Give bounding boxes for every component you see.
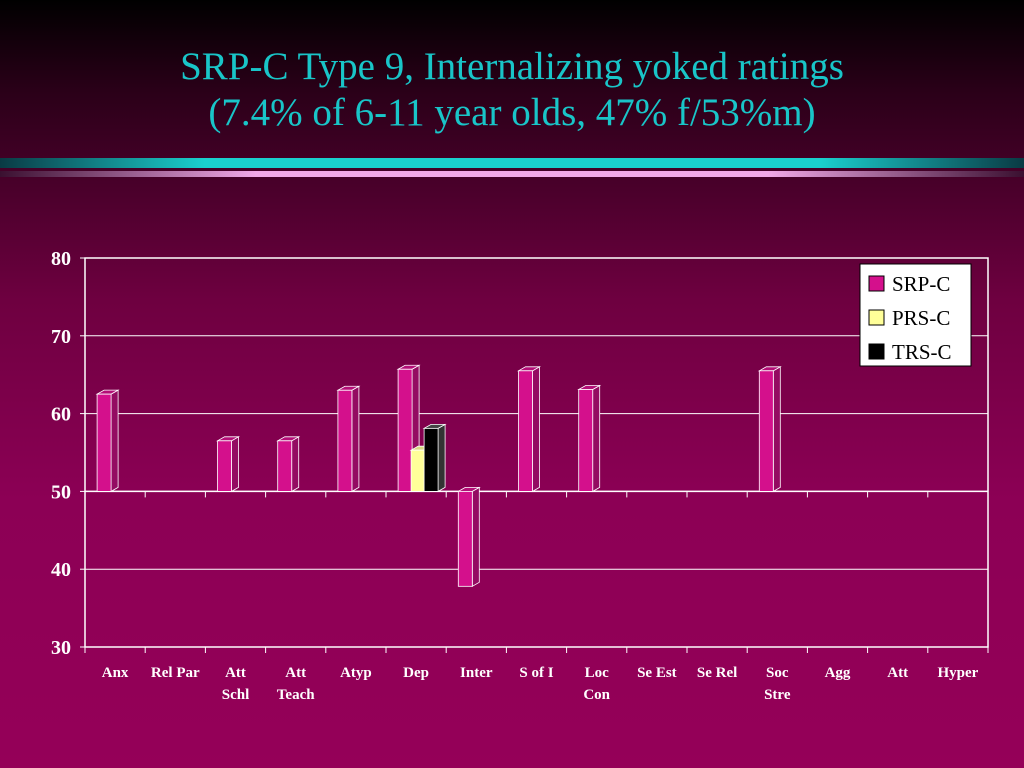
y-tick-label: 40 xyxy=(51,559,71,581)
x-tick-label: Anx xyxy=(102,665,129,681)
legend-swatch-srp-c xyxy=(868,275,885,292)
slide-title: SRP-C Type 9, Internalizing yoked rating… xyxy=(0,44,1024,136)
legend-label-srp-c: SRP-C xyxy=(892,272,950,296)
plot-area xyxy=(84,257,989,648)
x-tick-label: Se Est xyxy=(637,665,677,681)
x-tick-label: Dep xyxy=(403,665,429,681)
bar-srp-c xyxy=(95,389,120,493)
y-tick-label: 70 xyxy=(51,326,71,348)
bar-srp-c xyxy=(516,366,542,493)
x-tick-label: Att Schl xyxy=(222,665,250,703)
bar-trs-c xyxy=(422,423,447,493)
bar-srp-c xyxy=(336,385,361,493)
y-tick-label: 60 xyxy=(51,404,71,426)
bar-srp-c xyxy=(456,486,481,588)
x-tick-label: Hyper xyxy=(937,665,978,681)
title-divider-teal xyxy=(0,158,1024,168)
title-line-2: (7.4% of 6-11 year olds, 47% f/53%m) xyxy=(208,91,816,134)
y-tick-label: 80 xyxy=(51,248,71,270)
x-tick-label: Rel Par xyxy=(151,665,200,681)
x-tick-label: Att Teach xyxy=(277,665,315,703)
x-tick-label: Att xyxy=(887,665,908,681)
x-tick-label: Inter xyxy=(460,665,493,681)
y-tick-label: 30 xyxy=(51,637,71,659)
legend-swatch-trs-c xyxy=(868,343,885,360)
legend-label-trs-c: TRS-C xyxy=(892,340,952,364)
x-tick-label: S of I xyxy=(519,665,553,681)
bar-srp-c xyxy=(757,366,782,493)
title-divider-pink xyxy=(0,171,1024,177)
legend-label-prs-c: PRS-C xyxy=(892,306,950,330)
x-tick-label: Soc Stre xyxy=(764,665,791,703)
x-tick-label: Se Rel xyxy=(697,665,737,681)
x-tick-label: Atyp xyxy=(340,665,372,681)
x-tick-label: Agg xyxy=(825,665,851,681)
bar-srp-c xyxy=(215,436,241,493)
y-tick-label: 50 xyxy=(51,481,71,503)
x-tick-label: Loc Con xyxy=(583,665,610,703)
bar-srp-c xyxy=(276,436,301,493)
title-line-1: SRP-C Type 9, Internalizing yoked rating… xyxy=(180,45,844,88)
legend-swatch-prs-c xyxy=(868,309,885,326)
bar-srp-c xyxy=(577,384,602,493)
